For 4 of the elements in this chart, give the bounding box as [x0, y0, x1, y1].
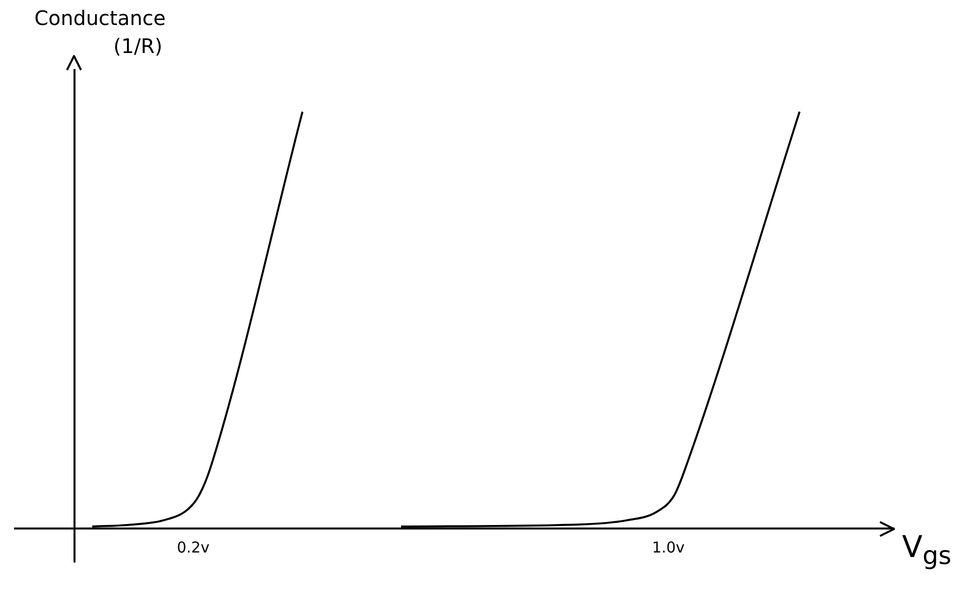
x-tick-label: 1.0v [652, 538, 685, 557]
x-axis-title: V$_{gs}$ [902, 530, 952, 572]
x-tick-label: 0.2v [176, 538, 210, 557]
y-axis-title: Conductance (1/R) [34, 5, 166, 60]
